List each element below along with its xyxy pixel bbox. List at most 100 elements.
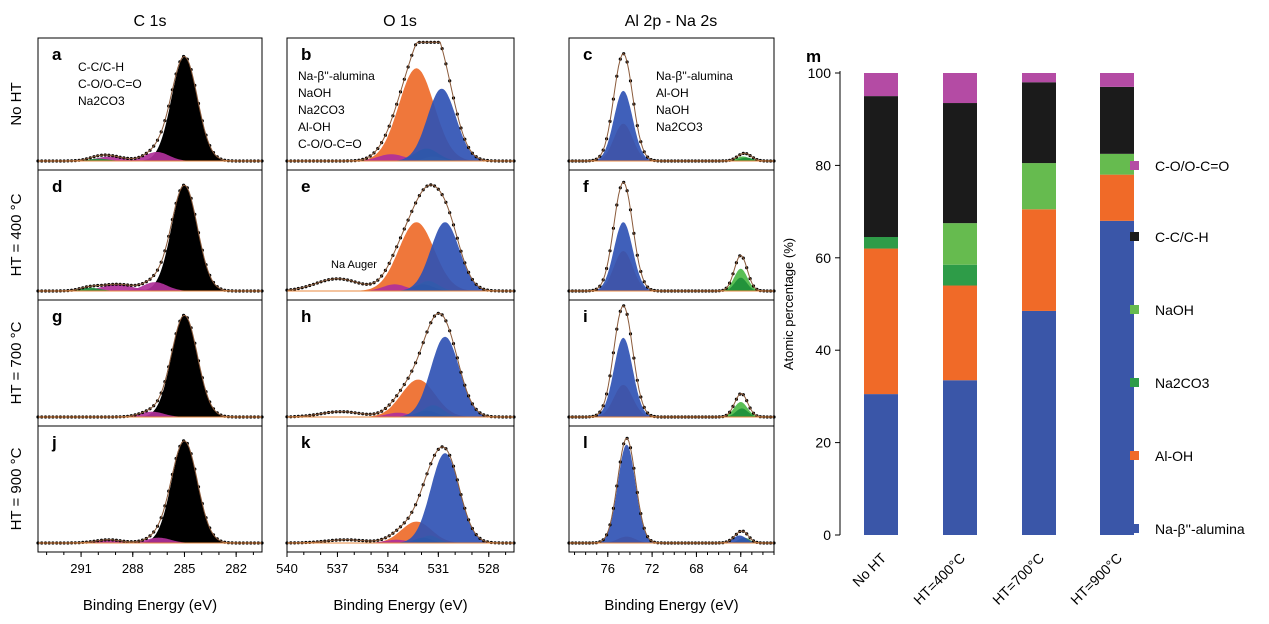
- legend-swatch: [1130, 161, 1139, 170]
- peak-component: [347, 284, 442, 291]
- bar-segment: [943, 223, 977, 265]
- panel-letter: h: [301, 307, 311, 326]
- row-label: HT = 700 °C: [8, 321, 25, 404]
- peak-component: [55, 156, 166, 161]
- panel-frame: [568, 425, 775, 553]
- spectrum-panel: i: [567, 299, 776, 427]
- y-axis-label: Atomic percentage (%): [781, 238, 796, 370]
- row-label: HT = 400 °C: [8, 193, 25, 276]
- x-tick-label: 285: [174, 561, 196, 576]
- peak-component: [719, 157, 773, 161]
- peak-component: [132, 441, 237, 543]
- legend-entry: Na2CO3: [298, 103, 345, 117]
- x-category-label: HT=700°C: [989, 550, 1047, 608]
- x-category-label: No HT: [849, 549, 889, 589]
- x-tick-label: 76: [601, 561, 615, 576]
- spectrum-panel: l 76 72 68 64 Binding Energy (eV): [567, 425, 776, 614]
- bar-segment: [1022, 82, 1056, 164]
- bar-segment: [943, 264, 977, 286]
- y-tick-label: 60: [815, 250, 831, 266]
- legend-label: C-C/C-H: [1155, 229, 1209, 245]
- panel-letter: f: [583, 177, 589, 196]
- bar-segment: [1100, 86, 1134, 154]
- panel-letter: l: [583, 433, 588, 452]
- legend-entry: Al-OH: [656, 86, 689, 100]
- envelope-fit: [38, 55, 262, 162]
- legend-swatch: [1130, 451, 1139, 460]
- bar-segment: [1022, 73, 1056, 83]
- spectrum-panel: e: [285, 169, 516, 301]
- spectrum-panel: g: [36, 299, 264, 427]
- legend-entry: Na-β''-alumina: [298, 69, 375, 83]
- peak-component: [55, 284, 180, 291]
- peak-component: [57, 158, 140, 161]
- y-tick-label: 100: [808, 65, 832, 81]
- legend-label: Na2CO3: [1155, 375, 1210, 391]
- peak-component: [349, 539, 444, 543]
- legend-al2p: Na-β''-alumina Al-OH NaOH Na2CO3: [656, 69, 733, 134]
- envelope-fit: [38, 440, 262, 544]
- row-label: HT = 900 °C: [8, 447, 25, 530]
- column-title: C 1s: [134, 13, 167, 30]
- legend-entry: C-C/C-H: [78, 60, 124, 74]
- peak-component: [387, 222, 503, 291]
- x-tick-label: 540: [276, 561, 298, 576]
- peak-component: [110, 537, 207, 543]
- peak-component: [337, 154, 446, 161]
- peak-component: [387, 336, 503, 417]
- panel-frame: [37, 299, 263, 427]
- panel-frame: [37, 425, 263, 553]
- panel-letter: i: [583, 307, 588, 326]
- spectrum-panel: d: [36, 169, 264, 301]
- peak-component: [345, 68, 488, 161]
- envelope-fit: [287, 312, 514, 418]
- bar-segment: [864, 73, 898, 97]
- peak-component: [132, 315, 237, 417]
- x-category-label: HT=400°C: [910, 550, 968, 608]
- legend-entry: C-O/O-C=O: [78, 77, 142, 91]
- column-title: Al 2p - Na 2s: [625, 13, 717, 30]
- x-axis-label: Binding Energy (eV): [604, 597, 738, 614]
- bar-segment: [864, 96, 898, 238]
- peak-component: [591, 444, 663, 543]
- panel-letter: c: [583, 45, 592, 64]
- peak-component: [106, 282, 204, 291]
- bar-segment: [864, 394, 898, 535]
- y-tick-label: 40: [815, 342, 831, 358]
- x-tick-label: 282: [225, 561, 247, 576]
- envelope-fit: [569, 437, 774, 544]
- envelope-fit: [38, 314, 262, 418]
- peak-component: [350, 412, 446, 417]
- legend-swatch: [1130, 524, 1139, 533]
- bar-segment: [864, 237, 898, 249]
- x-tick-label: 528: [478, 561, 500, 576]
- x-tick-label: 531: [427, 561, 449, 576]
- envelope-fit: [286, 184, 514, 292]
- spectrum-panel: a: [36, 37, 264, 171]
- legend-entry: Na2CO3: [78, 94, 125, 108]
- legend-o1s: Na-β''-alumina NaOH Na2CO3 Al-OH C-O/O-C=O: [298, 69, 375, 151]
- panel-letter: d: [52, 177, 62, 196]
- y-tick-label: 80: [815, 157, 831, 173]
- spectrum-panel: j 291 288 285 282 Binding Energy (eV): [36, 425, 264, 614]
- peak-component: [108, 152, 206, 161]
- spectrum-panel: h: [285, 299, 516, 427]
- x-tick-label: 72: [645, 561, 659, 576]
- panel-letter: b: [301, 45, 311, 64]
- row-label: No HT: [8, 82, 25, 125]
- peak-component: [53, 539, 164, 543]
- panel-letter: k: [301, 433, 311, 452]
- legend-c1s: C-C/C-H C-O/O-C=O Na2CO3: [78, 60, 142, 108]
- x-axis-label: Binding Energy (eV): [83, 597, 217, 614]
- x-tick-label: 64: [734, 561, 748, 576]
- bar-segment: [1100, 220, 1134, 535]
- bar-segment: [1100, 153, 1134, 175]
- bar-segment: [943, 285, 977, 381]
- spectrum-panel: f: [567, 169, 776, 301]
- x-category-label: HT=900°C: [1067, 550, 1125, 608]
- peak-component: [585, 90, 661, 161]
- legend-swatch: [1130, 232, 1139, 241]
- panel-letter: g: [52, 307, 62, 326]
- legend-entry: NaOH: [656, 103, 689, 117]
- legend-label: C-O/O-C=O: [1155, 158, 1229, 174]
